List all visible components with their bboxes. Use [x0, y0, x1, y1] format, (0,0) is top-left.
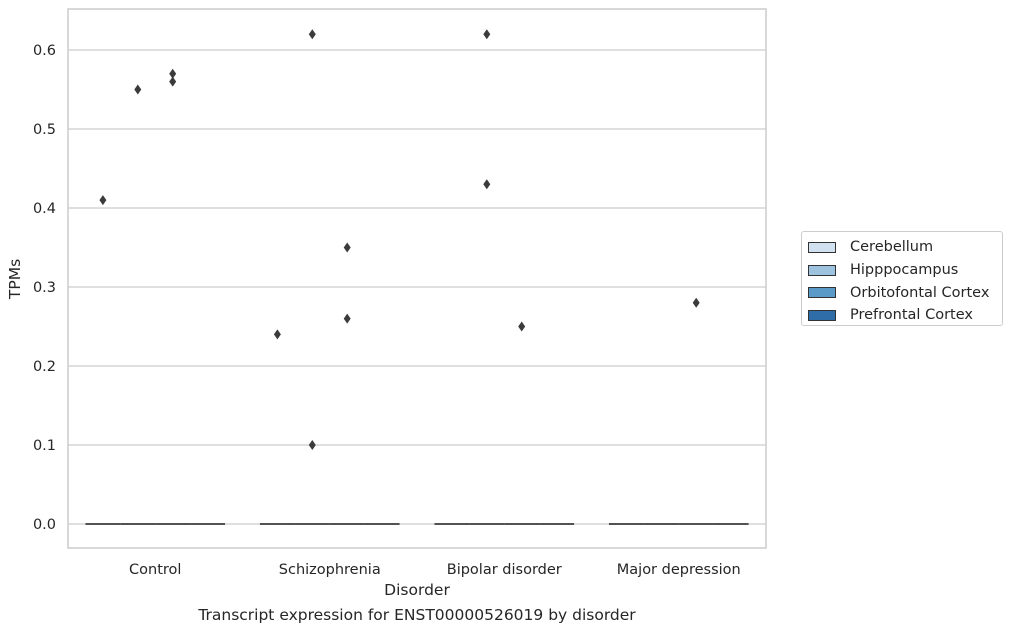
outlier-point — [169, 76, 177, 87]
y-tick-label: 0.5 — [33, 122, 56, 138]
legend-label: Orbitofontal Cortex — [850, 284, 990, 301]
x-tick-label: Schizophrenia — [279, 562, 381, 578]
outlier-point — [169, 68, 177, 79]
x-axis-label: Disorder — [384, 581, 450, 599]
grid-lines — [68, 49, 766, 525]
outlier-point — [273, 329, 281, 340]
legend-label: Hipppocampus — [850, 262, 959, 279]
legend-label: Cerebellum — [850, 239, 934, 256]
outlier-point — [518, 321, 526, 332]
outlier-point — [308, 440, 316, 450]
legend: Cerebellum Hipppocampus Orbitofontal Corte… — [801, 231, 1003, 326]
plot-frame — [67, 8, 767, 549]
box-group — [85, 29, 749, 525]
x-tick-label: Major depression — [617, 562, 741, 578]
legend-item: Cerebellum — [808, 236, 1002, 259]
y-tick-label: 0.2 — [33, 359, 56, 375]
figure-caption: Transcript expression for ENST0000052601… — [198, 606, 636, 624]
outlier-point — [99, 195, 107, 206]
legend-item: Prefrontal Cortex — [808, 304, 1002, 327]
y-tick-label: 0.6 — [33, 43, 56, 59]
outlier-point — [134, 84, 142, 95]
outlier-point — [343, 242, 351, 253]
legend-label: Prefrontal Cortex — [850, 307, 973, 324]
y-tick-label: 0.1 — [33, 438, 56, 454]
x-tick-label: Control — [129, 562, 181, 578]
y-axis-label: TPMs — [6, 259, 24, 300]
outlier-point — [692, 297, 700, 308]
outlier-point — [483, 179, 491, 190]
legend-swatch — [808, 241, 836, 253]
outlier-point — [308, 29, 316, 40]
legend-item: Hipppocampus — [808, 259, 1002, 282]
y-tick-label: 0.4 — [33, 201, 56, 217]
legend-swatch — [808, 264, 836, 276]
outlier-point — [343, 313, 351, 324]
y-tick-label: 0.0 — [33, 517, 56, 533]
y-tick-label: 0.3 — [33, 280, 56, 296]
legend-item: Orbitofontal Cortex — [808, 281, 1002, 304]
outlier-point — [483, 29, 491, 40]
legend-swatch — [808, 287, 836, 299]
legend-swatch — [808, 309, 836, 321]
x-ticks: Control Schizophrenia Bipolar disorder Majo… — [129, 562, 741, 578]
y-ticks: 0.0 0.1 0.2 0.3 0.4 0.5 0.6 — [33, 43, 56, 533]
x-tick-label: Bipolar disorder — [447, 562, 562, 578]
